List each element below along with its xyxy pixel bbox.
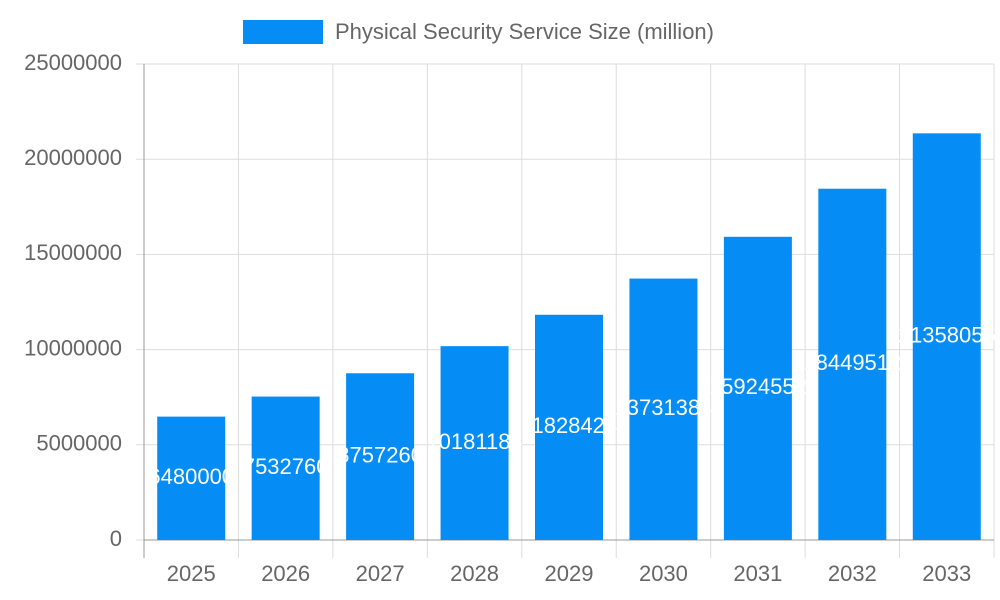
y-tick-label: 10000000: [24, 335, 122, 360]
y-tick-label: 25000000: [24, 50, 122, 75]
bar: [723, 236, 792, 541]
legend-label: Physical Security Service Size (million): [335, 19, 714, 44]
bar: [629, 278, 698, 540]
y-tick-label: 20000000: [24, 145, 122, 170]
y-tick-label: 0: [110, 526, 122, 551]
data-label: 13731384: [614, 395, 712, 420]
y-tick-label: 15000000: [24, 240, 122, 265]
data-label: 21358056: [898, 322, 996, 347]
x-tick-label: 2028: [450, 561, 499, 586]
bar: [251, 396, 320, 540]
x-tick-label: 2030: [639, 561, 688, 586]
data-label: 7532760: [243, 454, 329, 479]
data-label: 6480000: [148, 464, 234, 489]
data-label: 8757260: [337, 442, 423, 467]
y-tick-label: 5000000: [36, 431, 122, 456]
x-tick-label: 2032: [828, 561, 877, 586]
x-tick-label: 2026: [261, 561, 310, 586]
data-label: 15924552: [709, 374, 807, 399]
bar: [157, 416, 226, 540]
x-tick-label: 2033: [922, 561, 971, 586]
legend-swatch: [243, 20, 323, 44]
data-label: 11828424: [521, 413, 617, 438]
x-tick-label: 2031: [733, 561, 782, 586]
bar: [346, 373, 415, 540]
x-tick-label: 2027: [356, 561, 405, 586]
x-tick-label: 2029: [545, 561, 594, 586]
bar: [440, 346, 509, 540]
data-label: 18449512: [803, 350, 901, 375]
bar: [912, 133, 981, 540]
bar: [535, 314, 603, 540]
data-label: 10181184: [426, 429, 522, 454]
bar: [818, 188, 887, 540]
x-tick-label: 2025: [167, 561, 216, 586]
